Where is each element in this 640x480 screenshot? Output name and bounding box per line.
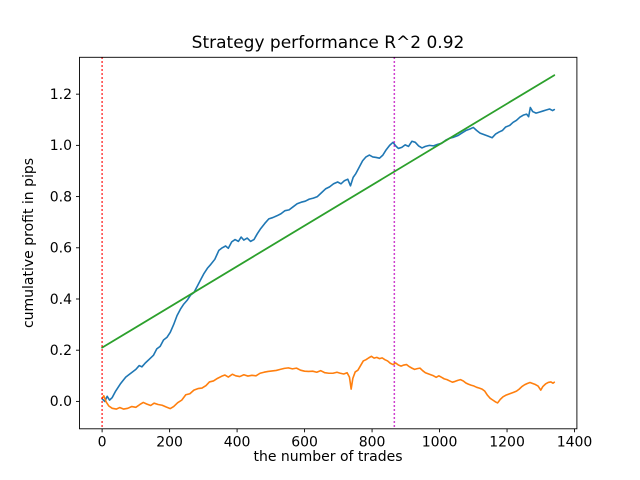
x-tick-label: 200	[156, 434, 183, 450]
y-tick-label: 0.4	[50, 292, 72, 308]
y-axis-label: cumulative profit in pips	[21, 158, 37, 328]
y-tick-label: 0.8	[50, 189, 72, 205]
plot-vlines	[101, 57, 396, 429]
linear-fit-line	[101, 74, 556, 349]
plot-series	[101, 74, 556, 410]
x-tick-label: 600	[291, 434, 318, 450]
secondary-profit-curve	[101, 355, 556, 410]
y-tick-label: 0.6	[50, 241, 72, 257]
x-tick-label: 0	[98, 434, 107, 450]
x-tick-label: 400	[224, 434, 251, 450]
x-tick-label: 800	[359, 434, 386, 450]
y-tick-label: 1.2	[50, 87, 72, 103]
y-tick-label: 1.0	[50, 138, 72, 154]
cumulative-profit-curve	[101, 106, 556, 403]
y-tick-label: 0.2	[50, 343, 72, 359]
y-tick-label: 0.0	[50, 394, 72, 410]
x-axis-label: the number of trades	[253, 449, 402, 465]
x-tick-label: 1400	[557, 434, 593, 450]
x-tick-label: 1200	[489, 434, 525, 450]
chart-title: Strategy performance R^2 0.92	[192, 33, 465, 53]
axes-spines	[79, 56, 578, 430]
axes: 0 200 400 600 800 1000 1200 1400 0.0 0.2 0.4 0.6 0.8…	[50, 56, 593, 450]
x-tick-label: 1000	[422, 434, 458, 450]
